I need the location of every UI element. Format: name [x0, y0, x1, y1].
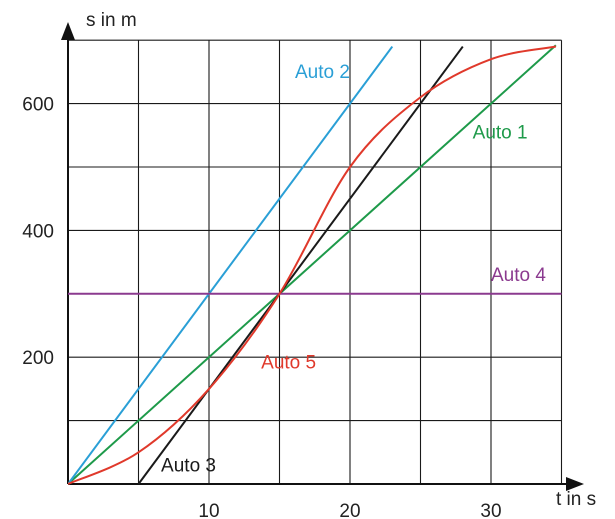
y-axis-label: s in m [86, 10, 137, 31]
series-labels: Auto 1 Auto 2 Auto 3 Auto 4 Auto 5 [161, 62, 546, 476]
series-line-auto-3 [137, 45, 464, 485]
x-axis-arrow [566, 477, 584, 491]
series-line-auto-2 [68, 45, 394, 485]
x-tick-label: 10 [198, 501, 219, 519]
y-tick-label: 200 [22, 348, 54, 369]
series-line-auto-1 [68, 44, 557, 485]
series-label-auto-1: Auto 1 [473, 122, 528, 143]
grid [68, 39, 563, 484]
y-axis-arrow [61, 22, 75, 40]
tick-labels: 10 20 30 200 400 600 [22, 95, 501, 519]
series-label-auto-2: Auto 2 [295, 62, 350, 83]
series-line-auto-5 [68, 45, 557, 485]
series-label-auto-3: Auto 3 [161, 455, 216, 476]
axes [61, 22, 584, 491]
series-label-auto-5: Auto 5 [261, 353, 316, 374]
y-tick-label: 600 [22, 95, 54, 116]
x-tick-label: 20 [339, 501, 360, 519]
y-tick-label: 400 [22, 221, 54, 242]
series-label-auto-4: Auto 4 [491, 265, 546, 286]
x-tick-label: 30 [480, 501, 501, 519]
series-lines [68, 44, 562, 485]
x-axis-label: t in s [556, 489, 596, 510]
